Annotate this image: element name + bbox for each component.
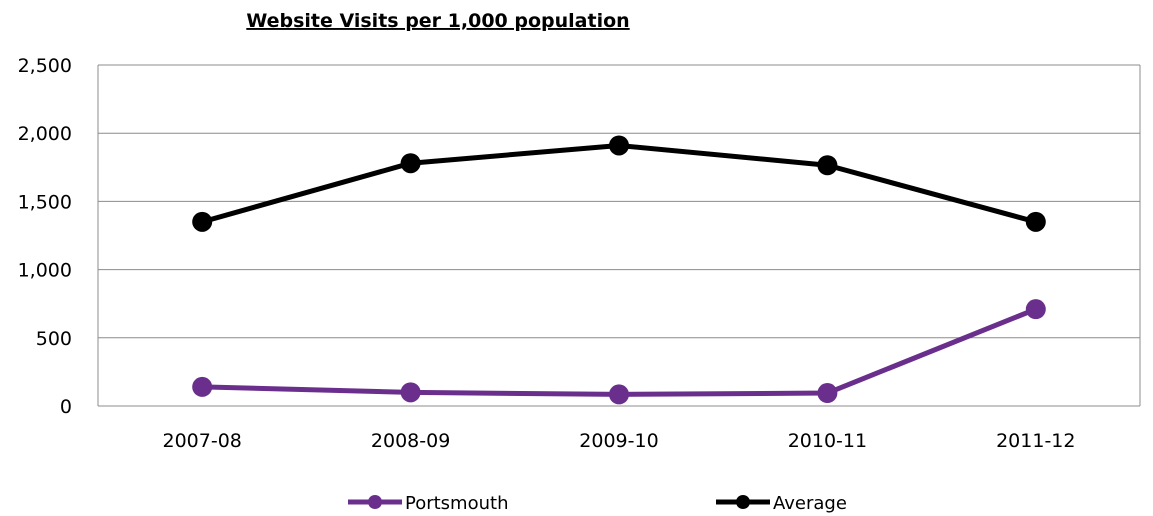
y-tick-label: 1,500 — [18, 191, 72, 213]
legend-label: Portsmouth — [405, 493, 508, 514]
y-tick-label: 2,500 — [18, 55, 72, 77]
legend-swatch-marker — [368, 495, 382, 509]
y-tick-label: 0 — [60, 396, 72, 418]
chart-title: Website Visits per 1,000 population — [246, 10, 629, 32]
x-tick-label: 2008-09 — [371, 430, 450, 452]
series-line-average — [201, 142, 1037, 225]
y-tick-label: 1,000 — [18, 260, 72, 282]
data-point-portsmouth — [609, 384, 629, 405]
x-tick-label: 2007-08 — [163, 430, 242, 452]
data-point-portsmouth — [1025, 299, 1046, 320]
data-point-average — [192, 211, 213, 232]
legend: Portsmouth Average — [348, 493, 847, 514]
x-tick-labels: 2007-08 2008-09 2009-10 2010-11 2011-12 — [163, 430, 1076, 452]
y-tick-label: 500 — [36, 328, 72, 350]
axes — [97, 65, 1141, 407]
series-line-portsmouth — [202, 306, 1037, 397]
series-group — [192, 135, 1046, 405]
y-tick-labels: 0 500 1,000 1,500 2,000 2,500 — [18, 55, 72, 418]
x-tick-label: 2009-10 — [579, 430, 658, 452]
gridlines — [98, 64, 1140, 339]
data-point-average — [400, 153, 421, 174]
x-tick-label: 2010-11 — [788, 430, 867, 452]
x-tick-label: 2011-12 — [996, 430, 1075, 452]
y-tick-label: 2,000 — [18, 123, 72, 145]
data-point-average — [1025, 211, 1046, 232]
data-point-portsmouth — [192, 376, 213, 397]
data-point-average — [609, 135, 629, 156]
data-point-portsmouth — [817, 383, 838, 404]
data-point-portsmouth — [400, 382, 421, 403]
legend-swatch-marker — [736, 495, 750, 509]
legend-label: Average — [773, 493, 847, 514]
data-point-average — [817, 155, 838, 176]
